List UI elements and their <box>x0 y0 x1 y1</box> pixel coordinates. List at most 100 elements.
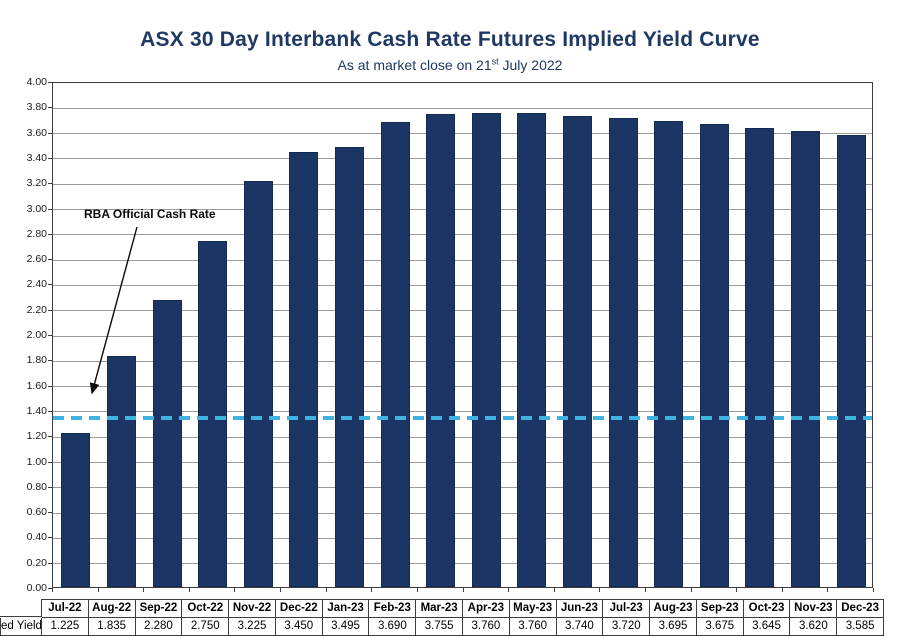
table-month-header: Oct-22 <box>182 599 230 618</box>
x-axis-tick-mark <box>52 588 53 592</box>
y-axis-tick-label: 3.20 <box>26 177 47 190</box>
table-month-header: Nov-22 <box>229 599 276 618</box>
gridline <box>53 512 872 514</box>
chart-subtitle-text: As at market close on 21 <box>337 57 492 73</box>
table-value-cell: 2.280 <box>135 618 183 636</box>
rba-cash-rate-label: RBA Official Cash Rate <box>84 207 216 221</box>
y-axis-tick-mark <box>48 385 52 387</box>
y-axis-tick-label: 0.40 <box>26 531 47 544</box>
gridline <box>53 183 872 185</box>
y-axis-tick-label: 1.80 <box>26 354 47 367</box>
y-axis-tick-label: 3.00 <box>26 202 47 215</box>
table-month-header: Aug-23 <box>650 599 697 618</box>
gridline <box>53 462 872 463</box>
y-axis-tick-label: 2.00 <box>26 329 47 341</box>
y-axis-tick-mark <box>48 132 52 134</box>
bar-Nov-23 <box>791 130 821 587</box>
y-axis-tick-label: 4.00 <box>26 76 47 88</box>
table-month-header: Dec-22 <box>275 599 323 618</box>
gridline <box>53 537 872 539</box>
bar-Jul-23 <box>608 118 638 587</box>
chart-subtitle-suffix: July 2022 <box>498 57 563 73</box>
y-axis-tick-mark <box>48 588 52 589</box>
y-axis-tick-mark <box>48 208 52 210</box>
y-axis-tick-label: 2.20 <box>26 303 47 316</box>
bar-Oct-23 <box>745 127 775 587</box>
table-value-cell: 3.450 <box>275 618 323 636</box>
table-row-label: ed Yield <box>0 618 42 636</box>
x-axis-tick-mark <box>508 588 510 592</box>
y-axis-tick-mark <box>48 512 52 514</box>
x-axis-tick-mark <box>690 588 692 592</box>
table-value-cell: 1.835 <box>88 618 136 636</box>
table-month-header: Jan-23 <box>322 599 370 618</box>
y-axis-tick-mark <box>48 410 52 412</box>
y-axis-tick-label: 3.60 <box>26 126 47 139</box>
x-axis-tick-mark <box>188 588 190 592</box>
table-month-header: Nov-23 <box>790 599 838 618</box>
y-axis-tick-label: 1.20 <box>26 430 47 443</box>
x-axis-tick-mark <box>781 588 783 592</box>
y-axis-tick-mark <box>48 335 52 336</box>
y-axis-tick-mark <box>48 360 52 362</box>
gridline <box>53 411 872 413</box>
bar-Oct-22 <box>198 240 228 587</box>
y-axis-tick-mark <box>48 157 52 159</box>
table-value-cell: 3.675 <box>696 618 744 636</box>
table-value-cell: 2.750 <box>182 618 230 636</box>
y-axis-tick-mark <box>48 309 52 311</box>
y-axis-tick-mark <box>48 107 52 109</box>
bar-Sep-22 <box>152 299 182 587</box>
table-month-header: May-23 <box>509 599 557 618</box>
table-month-header: Jun-23 <box>556 599 604 618</box>
gridline <box>53 107 872 109</box>
gridline <box>53 436 872 438</box>
table-month-header: Aug-22 <box>88 599 136 618</box>
bar-Nov-22 <box>243 180 273 587</box>
y-axis-tick-label: 0.00 <box>26 582 47 594</box>
bar-Jul-22 <box>61 432 91 587</box>
bar-Aug-22 <box>106 355 136 587</box>
y-axis-tick-label: 2.60 <box>26 253 47 266</box>
bar-Dec-22 <box>289 152 319 587</box>
gridline <box>53 259 872 261</box>
table-month-header: Sep-22 <box>135 599 183 618</box>
table-month-header: Feb-23 <box>369 599 417 618</box>
table-month-header: Apr-23 <box>463 599 510 618</box>
y-axis-tick-mark <box>48 486 52 488</box>
gridline <box>53 386 872 388</box>
x-axis-tick-mark <box>827 588 829 592</box>
y-axis-tick-label: 0.80 <box>26 480 47 493</box>
chart-subtitle: As at market close on 21st July 2022 <box>0 57 900 73</box>
y-axis-tick-label: 2.40 <box>26 278 47 291</box>
bar-Dec-23 <box>836 135 866 587</box>
y-axis-tick-label: 3.40 <box>26 151 47 164</box>
table-value-cell: 3.740 <box>556 618 604 636</box>
table-value-cell: 3.760 <box>463 618 510 636</box>
table-value-cell: 3.690 <box>369 618 417 636</box>
y-axis-tick-mark <box>48 183 52 185</box>
bar-Sep-23 <box>699 123 729 587</box>
gridline <box>53 487 872 489</box>
y-axis-tick-label: 0.20 <box>26 556 47 569</box>
bar-Mar-23 <box>426 113 456 587</box>
bar-Jan-23 <box>334 146 364 587</box>
x-axis-tick-mark <box>371 588 373 592</box>
x-axis-tick-mark <box>325 588 327 592</box>
gridline <box>53 133 872 135</box>
data-table: Jul-22 Aug-22 Sep-22 Oct-22 Nov-22 Dec-22 Jan-… <box>0 599 884 636</box>
gridline <box>53 209 872 210</box>
x-axis-tick-mark <box>599 588 601 592</box>
table-month-header: Dec-23 <box>837 599 884 618</box>
table-value-cell: 1.225 <box>42 618 89 636</box>
x-axis-tick-mark <box>234 588 236 592</box>
gridline <box>53 310 872 312</box>
gridline <box>53 563 872 565</box>
table-month-header: Jul-23 <box>603 599 651 618</box>
gridline <box>53 360 872 362</box>
y-axis-tick-label: 2.80 <box>26 227 47 240</box>
rba-cash-rate-dashed-line <box>53 416 872 421</box>
bar-Aug-23 <box>654 121 684 587</box>
table-corner-cell <box>0 599 42 617</box>
x-axis-tick-mark <box>462 588 464 592</box>
